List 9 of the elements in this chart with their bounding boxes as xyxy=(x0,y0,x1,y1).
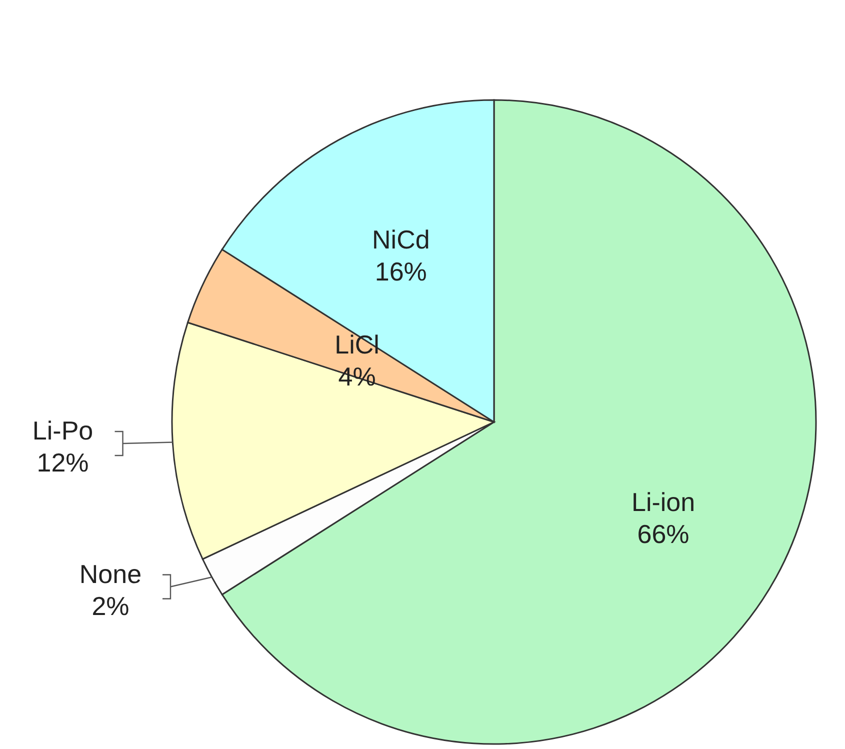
slice-label: Li-ion xyxy=(632,487,696,518)
slice-label: NiCd xyxy=(372,224,430,255)
slice-label: None xyxy=(79,558,142,589)
data-label: 12% xyxy=(36,447,89,478)
slice-label: Li-Po xyxy=(32,415,94,446)
slice-label: LiCl xyxy=(334,330,380,360)
data-label: 2% xyxy=(92,590,130,621)
data-label: 16% xyxy=(374,256,427,287)
data-label: 66% xyxy=(637,519,690,550)
